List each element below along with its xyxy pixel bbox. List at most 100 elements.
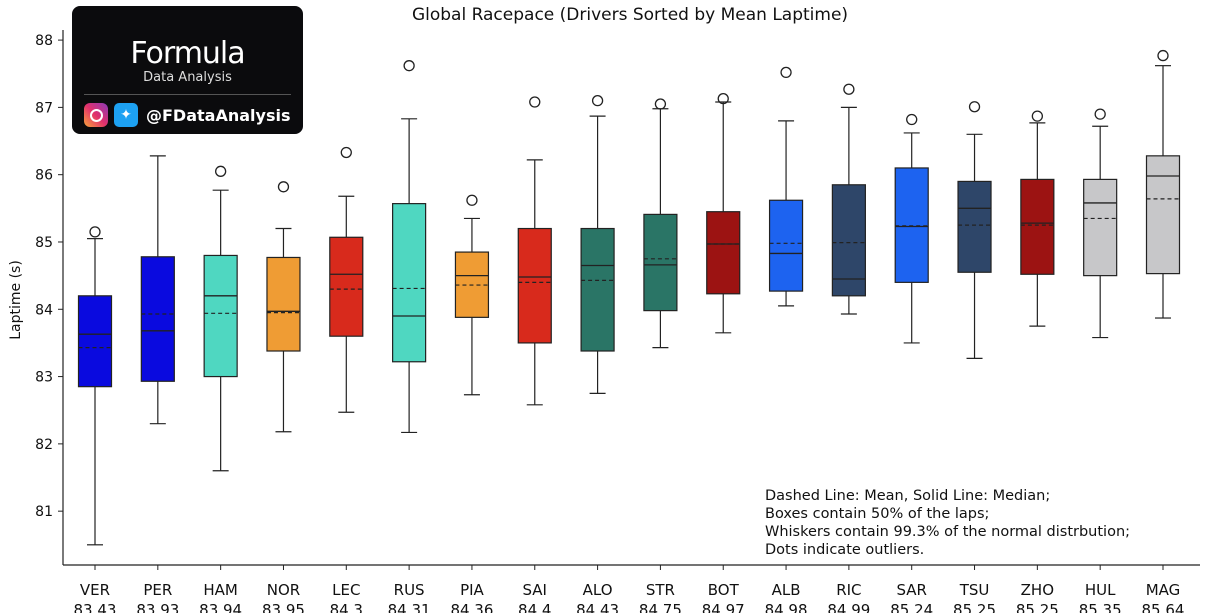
y-tick-label: 87 — [35, 100, 53, 116]
axes — [62, 30, 1200, 566]
box-ric — [831, 83, 866, 315]
y-axis-label: Laptime (s) — [8, 260, 24, 340]
box-iqr — [957, 180, 992, 273]
box-per — [140, 155, 175, 425]
box-iqr — [203, 254, 238, 378]
x-tick-mean: 83.95 — [262, 601, 305, 613]
y-tick-label: 85 — [35, 235, 53, 251]
outlier-dot — [780, 66, 792, 79]
x-tick-driver: HUL — [1085, 581, 1116, 599]
x-tick-mean: 84.99 — [827, 601, 870, 613]
x-tick-mean: 83.93 — [136, 601, 179, 613]
boxes — [77, 49, 1181, 546]
x-tick-driver: MAG — [1146, 581, 1181, 599]
box-bot — [706, 92, 741, 334]
outlier-dot — [1031, 110, 1044, 122]
x-tick-driver: TSU — [959, 581, 990, 599]
outlier-dot — [843, 83, 855, 95]
outlier-dot — [1157, 49, 1169, 62]
x-tick-mean: 85.25 — [1016, 601, 1059, 613]
y-tick-label: 88 — [35, 33, 53, 49]
x-tick-driver: VER — [80, 581, 110, 599]
box-iqr — [329, 236, 364, 337]
box-rus — [392, 60, 427, 434]
outlier-dot — [277, 181, 290, 193]
box-iqr — [580, 227, 615, 352]
x-tick-mean: 85.64 — [1142, 601, 1185, 613]
box-iqr — [1145, 155, 1181, 275]
note-line: Dots indicate outliers. — [765, 542, 925, 558]
box-iqr — [266, 256, 301, 352]
x-tick-mean: 85.24 — [890, 601, 933, 613]
x-tick-mean: 84.3 — [330, 601, 363, 613]
logo-title: Formula — [130, 36, 245, 71]
box-iqr — [1083, 178, 1118, 277]
box-iqr — [831, 184, 866, 297]
y-tick-label: 82 — [35, 437, 53, 453]
outlier-dot — [529, 96, 541, 108]
outlier-dot — [717, 92, 729, 105]
note-line: Boxes contain 50% of the laps; — [765, 506, 990, 522]
x-tick-mean: 84.36 — [450, 601, 493, 613]
x-tick-mean: 83.43 — [74, 601, 117, 613]
x-tick-driver: ALB — [772, 581, 801, 599]
box-alb — [768, 66, 804, 307]
x-tick-driver: HAM — [203, 581, 237, 599]
social-row: ✦ @FDataAnalysis — [84, 103, 290, 127]
x-tick-driver: RIC — [836, 581, 861, 599]
box-ham — [203, 165, 238, 472]
outlier-dot — [968, 101, 981, 113]
box-mag — [1145, 49, 1181, 319]
box-str — [643, 98, 678, 349]
chart-title: Global Racepace (Drivers Sorted by Mean … — [411, 5, 849, 25]
x-tick-mean: 84.4 — [518, 601, 551, 613]
x-tick-driver: ZHO — [1021, 581, 1054, 599]
x-tick-mean: 83.94 — [199, 601, 242, 613]
outlier-dot — [340, 146, 352, 159]
outlier-dot — [591, 95, 604, 107]
x-tick-mean: 85.35 — [1079, 601, 1122, 613]
logo-subtitle: Data Analysis — [143, 70, 232, 85]
box-alo — [580, 95, 615, 394]
box-lec — [329, 146, 364, 413]
outlier-dot — [654, 98, 667, 110]
outlier-dot — [89, 226, 101, 238]
y-tick-label: 86 — [35, 168, 53, 184]
x-tick-driver: PIA — [460, 581, 484, 599]
outlier-dot — [214, 165, 227, 177]
note-line: Whiskers contain 99.3% of the normal dis… — [765, 524, 1131, 540]
x-tick-driver: RUS — [394, 581, 425, 599]
box-iqr — [768, 199, 804, 292]
x-tick-mean: 84.75 — [639, 601, 682, 613]
y-tick-label: 84 — [35, 302, 53, 318]
outlier-dot — [906, 113, 918, 126]
box-nor — [266, 181, 301, 433]
box-iqr — [140, 256, 175, 382]
x-tick-mean: 85.25 — [953, 601, 996, 613]
x-tick-driver: PER — [143, 581, 172, 599]
note-line: Dashed Line: Mean, Solid Line: Median; — [765, 488, 1051, 504]
box-iqr — [894, 167, 929, 283]
box-ver — [77, 226, 113, 546]
x-tick-driver: BOT — [708, 581, 740, 599]
social-handle: @FDataAnalysis — [146, 105, 291, 125]
x-tick-driver: SAR — [896, 581, 926, 599]
x-tick-labels: VER 83.43 PER 83.93 HAM 83.94 NOR 83.95 LEC 84.3 R… — [74, 565, 1185, 613]
box-iqr — [392, 203, 427, 363]
box-iqr — [517, 227, 552, 344]
box-sai — [517, 96, 552, 406]
x-tick-driver: ALO — [583, 581, 613, 599]
x-tick-mean: 84.43 — [576, 601, 619, 613]
box-iqr — [706, 211, 741, 295]
y-tick-label: 83 — [35, 370, 53, 386]
outlier-dot — [403, 60, 415, 72]
box-sar — [894, 113, 929, 344]
x-tick-driver: SAI — [523, 581, 548, 599]
twitter-icon: ✦ — [114, 103, 138, 127]
outlier-dot — [466, 194, 478, 206]
box-pia — [454, 194, 490, 396]
y-tick-label: 81 — [35, 504, 53, 520]
x-tick-mean: 84.97 — [702, 601, 745, 613]
box-zho — [1020, 110, 1055, 327]
